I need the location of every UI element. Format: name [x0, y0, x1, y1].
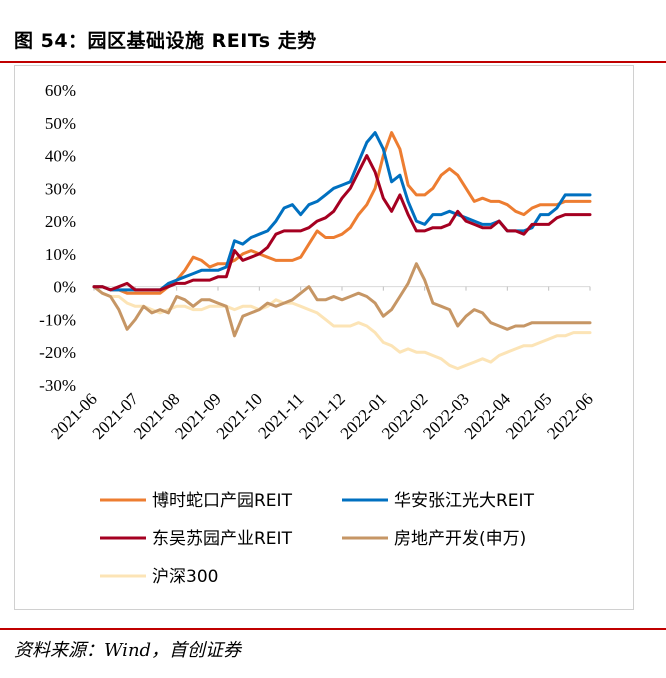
y-tick-label: 50% — [45, 114, 76, 133]
series-line-0 — [92, 131, 592, 295]
y-tick-label: 60% — [45, 81, 76, 100]
y-tick-label: 20% — [45, 212, 76, 231]
series-line-4 — [92, 285, 592, 371]
series-line-3 — [92, 262, 592, 338]
legend-label-bsh: 博时蛇口产园REIT — [152, 491, 293, 511]
top-divider — [0, 61, 666, 63]
y-tick-label: -30% — [39, 376, 76, 395]
bottom-divider — [0, 628, 666, 630]
legend-label-hs300: 沪深300 — [152, 567, 218, 587]
legend-label-fdc: 房地产开发(申万) — [394, 529, 526, 549]
series-line-2 — [92, 154, 592, 292]
chart-frame — [14, 65, 634, 610]
series-lines — [92, 131, 592, 371]
y-tick-label: 40% — [45, 147, 76, 166]
source-note: 资料来源：Wind，首创证券 — [14, 640, 242, 661]
x-tick-label: 2021-10 — [213, 389, 267, 443]
y-tick-label: 30% — [45, 179, 76, 198]
page-title: 图 54：园区基础设施 REITs 走势 — [14, 30, 317, 52]
y-axis-ticks: 60% 50% 40% 30% 20% 10% 0% -10% -20% -30% — [39, 81, 76, 395]
y-tick-label: 10% — [45, 245, 76, 264]
x-tick-label: 2022-06 — [543, 389, 597, 443]
y-tick-label: 0% — [53, 278, 76, 297]
legend: 博时蛇口产园REIT 华安张江光大REIT 东吴苏园产业REIT 房地产开发(申… — [100, 491, 535, 587]
y-tick-label: -20% — [39, 343, 76, 362]
x-axis-ticks: 2021-062021-072021-082021-092021-102021-… — [47, 286, 597, 443]
legend-label-dwsy: 东吴苏园产业REIT — [152, 529, 293, 549]
legend-label-hazj: 华安张江光大REIT — [394, 491, 535, 511]
y-tick-label: -10% — [39, 310, 76, 329]
